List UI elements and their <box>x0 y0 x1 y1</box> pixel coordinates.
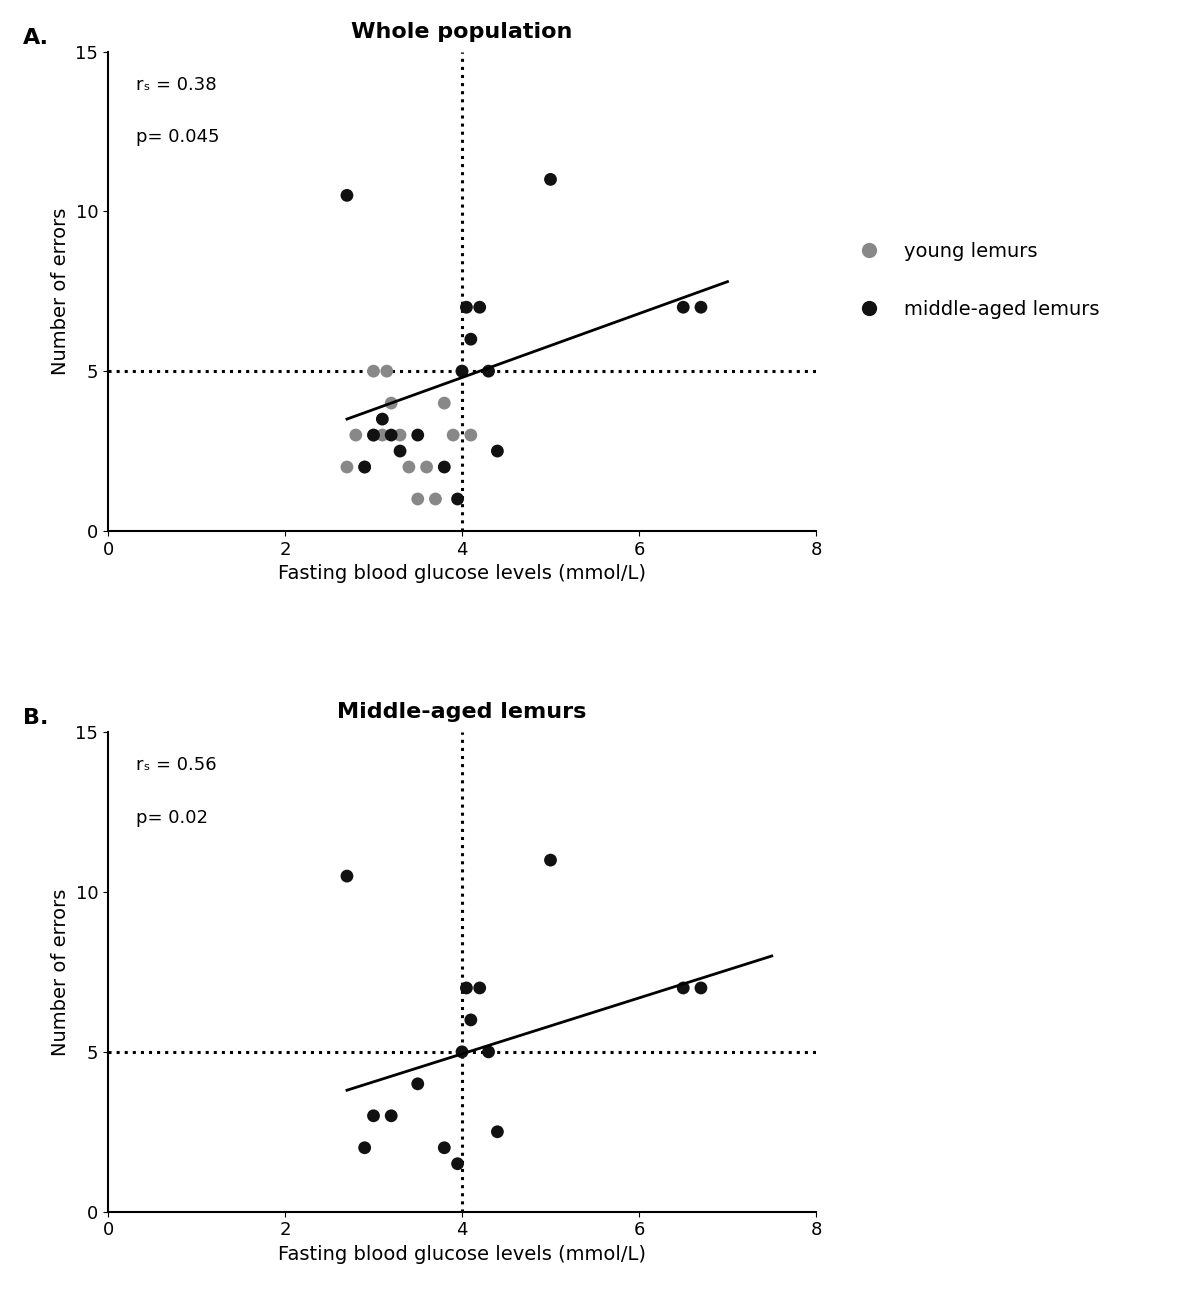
Point <box>337 866 356 887</box>
Point <box>461 1009 480 1030</box>
Point <box>479 1042 498 1062</box>
Point <box>434 393 454 414</box>
Point <box>355 1137 374 1158</box>
Point <box>461 329 480 349</box>
Point <box>434 456 454 477</box>
Y-axis label: Number of errors: Number of errors <box>50 208 70 375</box>
Point <box>470 977 490 998</box>
Point <box>382 393 401 414</box>
Point <box>408 489 427 509</box>
Point <box>364 425 383 446</box>
Point <box>373 425 392 446</box>
Title: Middle-aged lemurs: Middle-aged lemurs <box>337 703 587 722</box>
Point <box>382 1106 401 1127</box>
X-axis label: Fasting blood glucose levels (mmol/L): Fasting blood glucose levels (mmol/L) <box>278 565 646 583</box>
Point <box>448 1154 467 1174</box>
Point <box>452 361 472 382</box>
Point <box>452 1042 472 1062</box>
Text: B.: B. <box>23 709 48 728</box>
Point <box>382 425 401 446</box>
Point <box>364 1106 383 1127</box>
Legend: young lemurs, middle-aged lemurs: young lemurs, middle-aged lemurs <box>850 242 1099 318</box>
Point <box>444 425 463 446</box>
Point <box>452 361 472 382</box>
Point <box>400 456 419 477</box>
Text: rₛ = 0.38: rₛ = 0.38 <box>137 76 217 94</box>
Point <box>390 441 409 461</box>
Text: rₛ = 0.56: rₛ = 0.56 <box>137 757 217 775</box>
Point <box>457 977 476 998</box>
Point <box>434 1137 454 1158</box>
Point <box>673 296 692 317</box>
Point <box>691 977 710 998</box>
Title: Whole population: Whole population <box>352 22 572 41</box>
Point <box>408 425 427 446</box>
Point <box>461 425 480 446</box>
Point <box>347 425 366 446</box>
Text: p= 0.045: p= 0.045 <box>137 129 220 146</box>
Point <box>377 361 396 382</box>
Point <box>691 296 710 317</box>
Point <box>470 296 490 317</box>
Point <box>673 977 692 998</box>
Point <box>457 296 476 317</box>
Point <box>418 456 437 477</box>
Point <box>541 849 560 870</box>
Point <box>488 1121 508 1142</box>
Point <box>408 1074 427 1094</box>
Point <box>373 409 392 429</box>
Point <box>337 186 356 206</box>
Point <box>364 425 383 446</box>
Point <box>479 361 498 382</box>
Point <box>355 456 374 477</box>
Y-axis label: Number of errors: Number of errors <box>50 888 70 1056</box>
Point <box>337 456 356 477</box>
Point <box>426 489 445 509</box>
Point <box>488 441 508 461</box>
Text: p= 0.02: p= 0.02 <box>137 809 209 828</box>
Point <box>541 169 560 189</box>
Point <box>364 361 383 382</box>
Point <box>390 425 409 446</box>
X-axis label: Fasting blood glucose levels (mmol/L): Fasting blood glucose levels (mmol/L) <box>278 1245 646 1265</box>
Point <box>355 456 374 477</box>
Text: A.: A. <box>23 27 49 48</box>
Point <box>448 489 467 509</box>
